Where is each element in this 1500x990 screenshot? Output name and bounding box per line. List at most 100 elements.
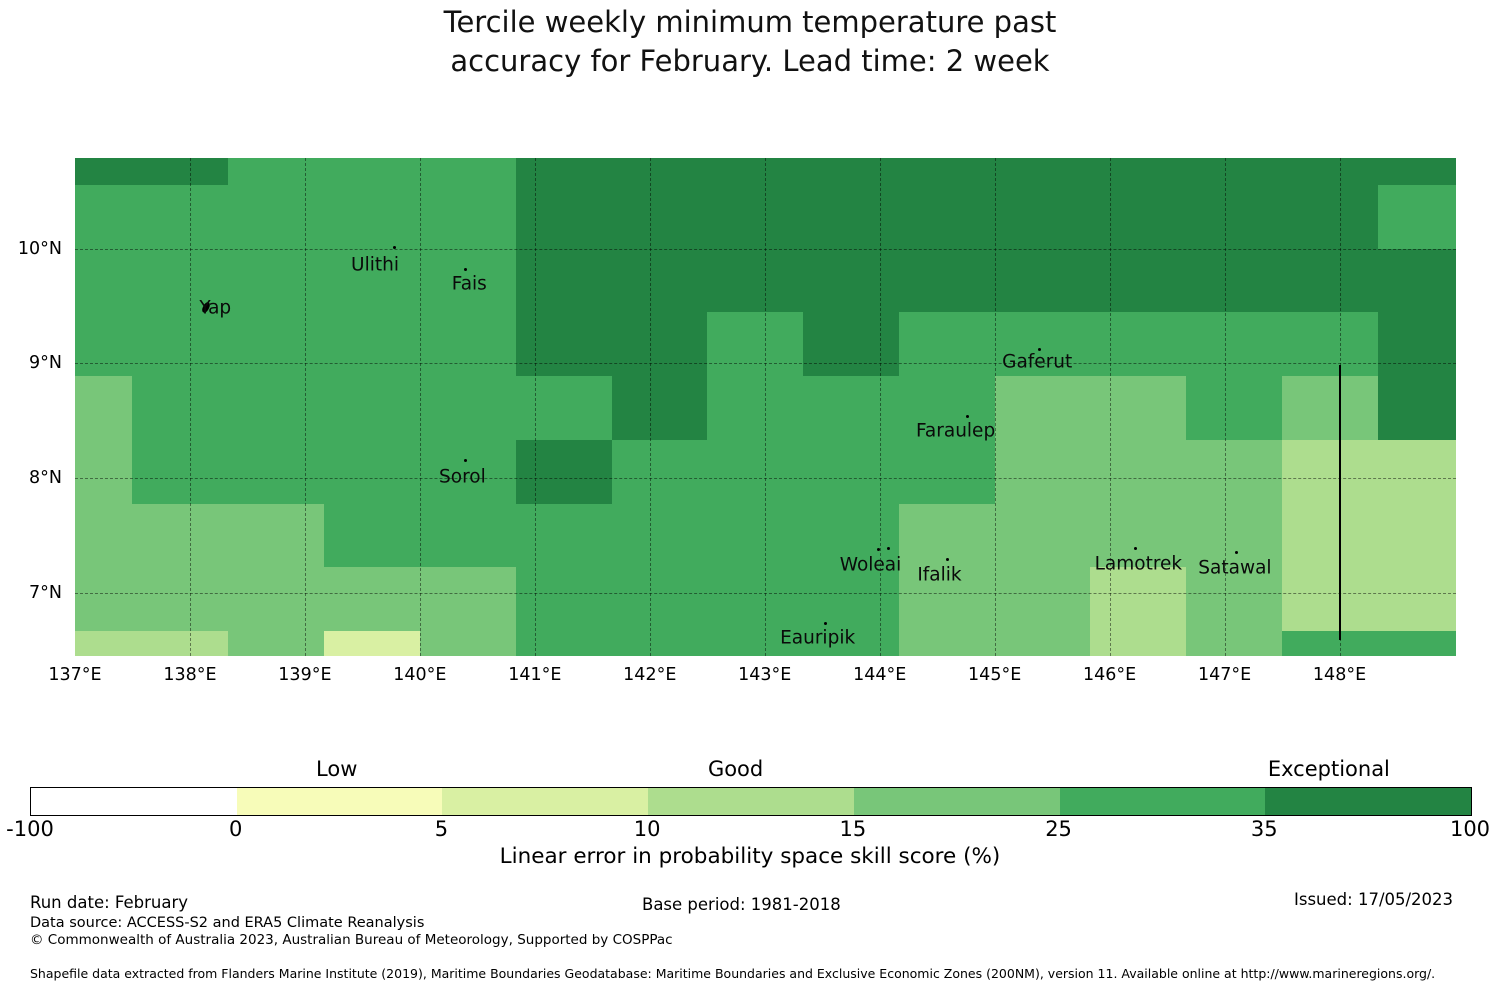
map-cell (419, 567, 516, 632)
x-tick-label: 143°E (738, 665, 792, 685)
map-cell (1186, 567, 1283, 632)
eez-boundary-line (1338, 364, 1341, 640)
island-mark (392, 245, 396, 249)
x-tick-label: 142°E (623, 665, 677, 685)
map-cell (132, 503, 229, 568)
colorbar-segment (31, 788, 237, 815)
map-cell (803, 158, 899, 185)
map-cell (1377, 158, 1456, 185)
map-cell (1186, 158, 1283, 185)
gridline-vertical (1224, 158, 1226, 656)
map-cell (228, 376, 325, 440)
map-cell (611, 376, 708, 440)
map-cell (419, 312, 516, 377)
island-label: Gaferut (1002, 351, 1073, 373)
colorbar-tick-label: 35 (1250, 817, 1278, 841)
x-tick-label: 141°E (508, 665, 562, 685)
map-cell (324, 376, 420, 440)
map-cell (75, 248, 133, 313)
colorbar-tick-label: 10 (633, 817, 661, 841)
map-cell (324, 439, 420, 504)
island-mark (1134, 547, 1138, 551)
map-cell (75, 312, 133, 377)
map-cell (707, 184, 804, 249)
map-cell (515, 503, 612, 568)
colorbar-segment (1059, 788, 1266, 815)
map-cell (994, 503, 1091, 568)
map-cell (707, 567, 804, 632)
colorbar (30, 787, 1472, 816)
map-cell (611, 248, 708, 313)
y-tick-label: 10°N (17, 238, 62, 259)
map-cell (707, 158, 804, 185)
map-cell (132, 376, 229, 440)
colorbar-segment (853, 788, 1060, 815)
map-cell (1377, 631, 1456, 656)
colorbar-category-label: Exceptional (1267, 757, 1390, 781)
map-cell (994, 158, 1091, 185)
gridline-vertical (1109, 158, 1111, 656)
map-cell (1090, 158, 1187, 185)
page-title-line1: Tercile weekly minimum temperature past (443, 5, 1057, 39)
map-cell (515, 567, 612, 632)
map-cell (898, 503, 995, 568)
map-cell (132, 631, 229, 656)
x-tick-label: 140°E (393, 665, 447, 685)
map-cell (994, 248, 1091, 313)
y-tick-label: 8°N (29, 468, 62, 489)
map-cell (1282, 158, 1378, 185)
map-cell (1377, 248, 1456, 313)
issued-date-text: Issued: 17/05/2023 (1294, 890, 1454, 909)
colorbar-category-label: Low (316, 757, 358, 781)
map-cell (1186, 376, 1283, 440)
x-tick-label: 148°E (1312, 665, 1367, 685)
map-cell (228, 248, 325, 313)
map-cell (994, 631, 1091, 656)
island-mark (823, 621, 827, 625)
island-label: Eauripik (780, 627, 856, 649)
map-cell (1377, 184, 1456, 249)
map-cell (994, 439, 1091, 504)
map-cell (75, 503, 133, 568)
map-cell (75, 631, 133, 656)
gridline-vertical (419, 158, 421, 656)
map-cell (1186, 248, 1283, 313)
map-cell (1377, 376, 1456, 440)
colorbar-segment (648, 788, 854, 815)
map-cell (1090, 376, 1187, 440)
island-mark (876, 548, 880, 552)
shapefile-note-text: Shapefile data extracted from Flanders M… (30, 966, 1436, 981)
map-cell (611, 158, 708, 185)
gridline-vertical (534, 158, 536, 656)
colorbar-tick-label: -100 (6, 817, 54, 841)
map-cell (419, 631, 516, 656)
run-date-text: Run date: February (30, 893, 189, 912)
map-cell (1186, 503, 1283, 568)
map-cell (1282, 376, 1378, 440)
map-cell (707, 376, 804, 440)
map-cell (1282, 503, 1378, 568)
map-cell (75, 184, 133, 249)
gridline-vertical (764, 158, 766, 656)
colorbar-segment (442, 788, 649, 815)
colorbar-tick-label: 100 (1449, 817, 1491, 841)
map-cell (1186, 184, 1283, 249)
x-tick-label: 138°E (163, 665, 217, 685)
island-label: Fais (451, 273, 487, 295)
map-cell (1090, 248, 1187, 313)
page-title-line2: accuracy for February. Lead time: 2 week (450, 44, 1050, 78)
gridline-vertical (304, 158, 306, 656)
map-cell (419, 248, 516, 313)
map-cell (898, 312, 995, 377)
x-tick-label: 146°E (1083, 665, 1137, 685)
map-cell (1282, 567, 1378, 632)
colorbar-category-label: Good (707, 757, 764, 781)
map-cell (1090, 567, 1187, 632)
gridline-horizontal (75, 248, 1456, 250)
map-cell (515, 158, 612, 185)
copyright-text: © Commonwealth of Australia 2023, Austra… (30, 932, 673, 948)
map-cell (994, 312, 1091, 377)
map-cell (611, 503, 708, 568)
map-cell (75, 376, 133, 440)
